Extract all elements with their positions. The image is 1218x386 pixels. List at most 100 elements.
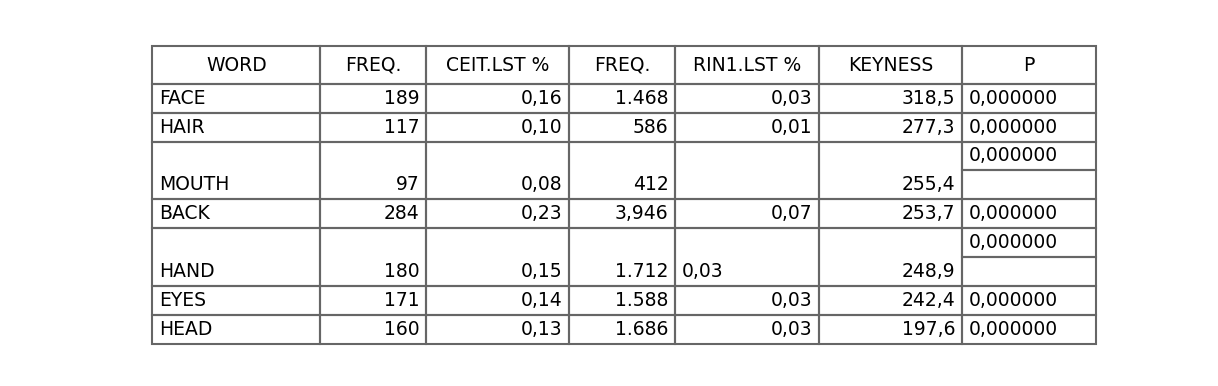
Bar bbox=[570, 84, 675, 113]
Bar bbox=[962, 142, 1096, 170]
Text: 248,9: 248,9 bbox=[901, 262, 956, 281]
Bar bbox=[320, 228, 426, 286]
Bar bbox=[426, 84, 570, 113]
Bar bbox=[320, 286, 426, 315]
Text: 1.588: 1.588 bbox=[615, 291, 669, 310]
Bar bbox=[818, 228, 962, 286]
Bar bbox=[152, 46, 320, 84]
Bar bbox=[675, 142, 818, 199]
Bar bbox=[320, 46, 426, 84]
Text: 0,000000: 0,000000 bbox=[968, 204, 1058, 223]
Text: HAND: HAND bbox=[158, 262, 214, 281]
Bar bbox=[152, 142, 320, 199]
Bar bbox=[570, 199, 675, 228]
Text: 284: 284 bbox=[384, 204, 419, 223]
Text: 0,14: 0,14 bbox=[521, 291, 563, 310]
Text: 0,01: 0,01 bbox=[771, 118, 812, 137]
Text: 117: 117 bbox=[384, 118, 419, 137]
Bar bbox=[570, 228, 675, 286]
Text: 0,000000: 0,000000 bbox=[968, 233, 1058, 252]
Text: 3,946: 3,946 bbox=[615, 204, 669, 223]
Bar bbox=[675, 46, 818, 84]
Bar bbox=[320, 199, 426, 228]
Text: 0,15: 0,15 bbox=[521, 262, 563, 281]
Text: 1.468: 1.468 bbox=[615, 89, 669, 108]
Text: CEIT.LST %: CEIT.LST % bbox=[446, 56, 549, 74]
Bar bbox=[426, 315, 570, 344]
Text: 242,4: 242,4 bbox=[901, 291, 956, 310]
Bar bbox=[962, 84, 1096, 113]
Bar bbox=[570, 46, 675, 84]
Bar bbox=[320, 315, 426, 344]
Bar bbox=[962, 170, 1096, 199]
Bar bbox=[675, 113, 818, 142]
Bar bbox=[818, 199, 962, 228]
Bar bbox=[426, 46, 570, 84]
Bar bbox=[320, 142, 426, 199]
Text: 0,13: 0,13 bbox=[521, 320, 563, 339]
Text: 412: 412 bbox=[633, 175, 669, 194]
Text: HAIR: HAIR bbox=[158, 118, 205, 137]
Text: RIN1.LST %: RIN1.LST % bbox=[693, 56, 801, 74]
Bar bbox=[675, 84, 818, 113]
Bar bbox=[962, 257, 1096, 286]
Bar bbox=[426, 286, 570, 315]
Bar bbox=[426, 228, 570, 286]
Text: BACK: BACK bbox=[158, 204, 209, 223]
Text: FREQ.: FREQ. bbox=[594, 56, 650, 74]
Bar bbox=[152, 84, 320, 113]
Text: 277,3: 277,3 bbox=[903, 118, 956, 137]
Bar bbox=[962, 228, 1096, 257]
Bar bbox=[962, 286, 1096, 315]
Text: 586: 586 bbox=[633, 118, 669, 137]
Bar bbox=[152, 315, 320, 344]
Text: KEYNESS: KEYNESS bbox=[848, 56, 933, 74]
Bar bbox=[818, 113, 962, 142]
Bar bbox=[818, 46, 962, 84]
Text: 1.712: 1.712 bbox=[615, 262, 669, 281]
Text: P: P bbox=[1023, 56, 1035, 74]
Bar bbox=[818, 142, 962, 199]
Text: 0,000000: 0,000000 bbox=[968, 320, 1058, 339]
Text: 0,23: 0,23 bbox=[521, 204, 563, 223]
Text: 0,03: 0,03 bbox=[682, 262, 723, 281]
Bar bbox=[152, 199, 320, 228]
Text: 1.686: 1.686 bbox=[615, 320, 669, 339]
Text: 180: 180 bbox=[384, 262, 419, 281]
Text: WORD: WORD bbox=[206, 56, 267, 74]
Bar bbox=[962, 46, 1096, 84]
Text: MOUTH: MOUTH bbox=[158, 175, 229, 194]
Bar bbox=[675, 199, 818, 228]
Bar bbox=[570, 315, 675, 344]
Text: 255,4: 255,4 bbox=[901, 175, 956, 194]
Bar bbox=[818, 84, 962, 113]
Text: HEAD: HEAD bbox=[158, 320, 212, 339]
Text: 0,03: 0,03 bbox=[771, 320, 812, 339]
Text: 197,6: 197,6 bbox=[903, 320, 956, 339]
Bar bbox=[570, 286, 675, 315]
Bar bbox=[675, 315, 818, 344]
Bar bbox=[320, 84, 426, 113]
Text: 171: 171 bbox=[384, 291, 419, 310]
Text: EYES: EYES bbox=[158, 291, 206, 310]
Bar bbox=[570, 113, 675, 142]
Text: 0,000000: 0,000000 bbox=[968, 146, 1058, 166]
Text: 0,10: 0,10 bbox=[521, 118, 563, 137]
Text: 0,000000: 0,000000 bbox=[968, 89, 1058, 108]
Bar bbox=[426, 199, 570, 228]
Text: 0,000000: 0,000000 bbox=[968, 118, 1058, 137]
Text: 0,000000: 0,000000 bbox=[968, 291, 1058, 310]
Text: 97: 97 bbox=[396, 175, 419, 194]
Text: FREQ.: FREQ. bbox=[345, 56, 401, 74]
Text: 318,5: 318,5 bbox=[903, 89, 956, 108]
Text: 0,16: 0,16 bbox=[521, 89, 563, 108]
Bar bbox=[152, 228, 320, 286]
Bar bbox=[818, 286, 962, 315]
Bar bbox=[675, 228, 818, 286]
Bar bbox=[675, 286, 818, 315]
Bar bbox=[152, 286, 320, 315]
Text: 253,7: 253,7 bbox=[903, 204, 956, 223]
Bar bbox=[962, 113, 1096, 142]
Text: 0,03: 0,03 bbox=[771, 291, 812, 310]
Text: 0,07: 0,07 bbox=[771, 204, 812, 223]
